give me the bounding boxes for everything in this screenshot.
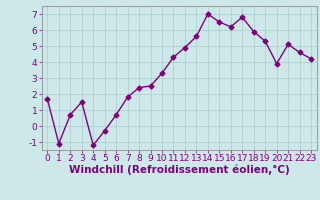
X-axis label: Windchill (Refroidissement éolien,°C): Windchill (Refroidissement éolien,°C) — [69, 165, 290, 175]
